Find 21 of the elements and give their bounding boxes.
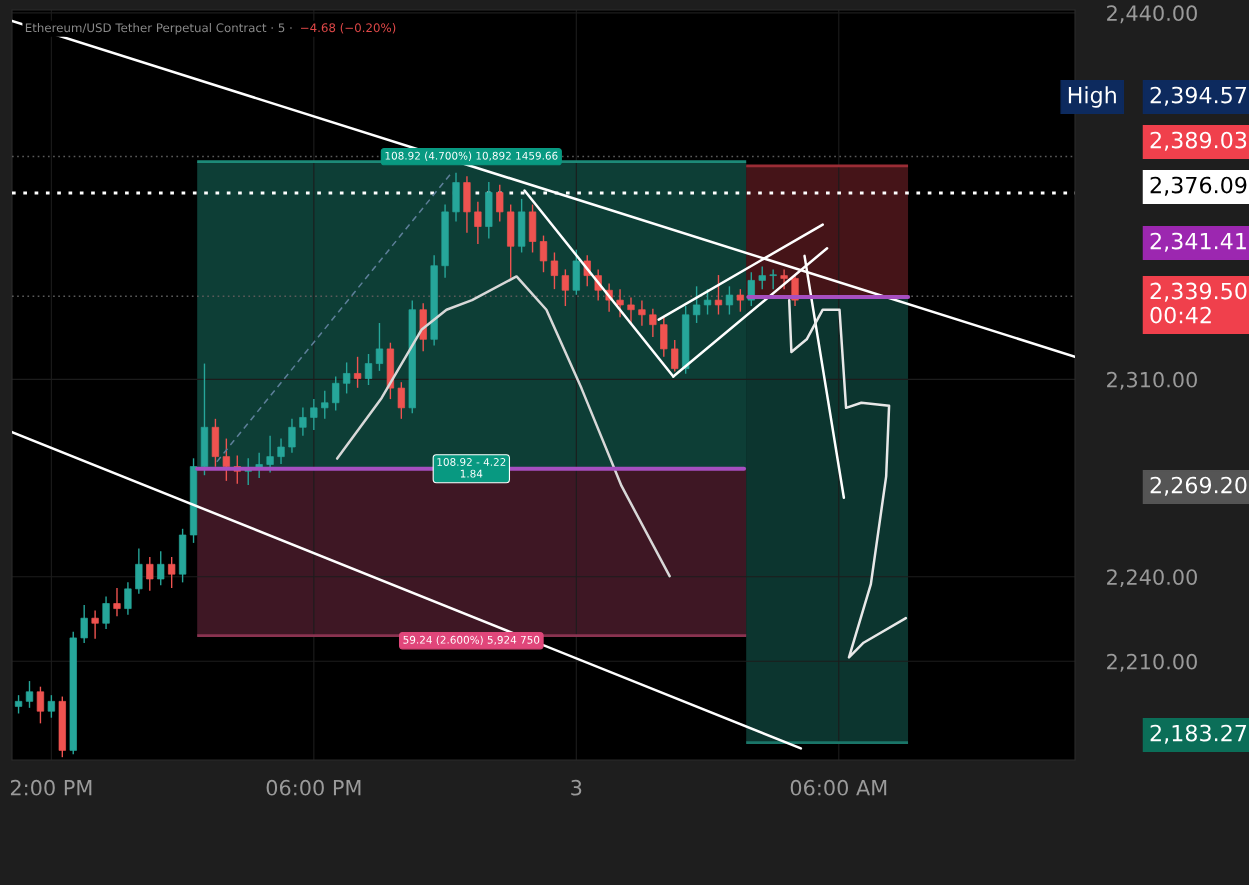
y-tick-label: 2,210.00	[1107, 653, 1197, 672]
text: 2,341.41	[1150, 232, 1246, 252]
text: 2,269.20	[1150, 476, 1247, 496]
annotation: 108.92 - 4.22 1.84	[437, 458, 506, 478]
x-tick-label: 06:00 AM	[790, 779, 887, 796]
text: 2,389.03	[1150, 131, 1247, 151]
y-tick-label: 2,440.00	[1107, 5, 1197, 24]
text: 2,376.09	[1150, 176, 1247, 196]
annotation: 59.24 (2.600%) 5,924 750	[403, 635, 540, 645]
y-tick-label: 2,240.00	[1107, 569, 1197, 588]
annotation: High	[1068, 86, 1116, 108]
annotation: 108.92 (4.700%) 10,892 1459.66	[385, 151, 558, 161]
x-tick-label: 3	[571, 779, 582, 796]
text: Ethereum/USD Tether Perpetual Contract · 5 ·	[25, 23, 292, 35]
x-tick-label: 2:00 PM	[10, 779, 92, 796]
x-tick-label: 06:00 PM	[266, 779, 361, 796]
text: 2,339.50 00:42	[1150, 282, 1247, 324]
text: 2,183.27	[1150, 724, 1247, 744]
text: −4.68 (−0.20%)	[301, 23, 396, 34]
text: 2,394.57	[1150, 86, 1247, 106]
y-tick-label: 2,310.00	[1107, 371, 1197, 390]
